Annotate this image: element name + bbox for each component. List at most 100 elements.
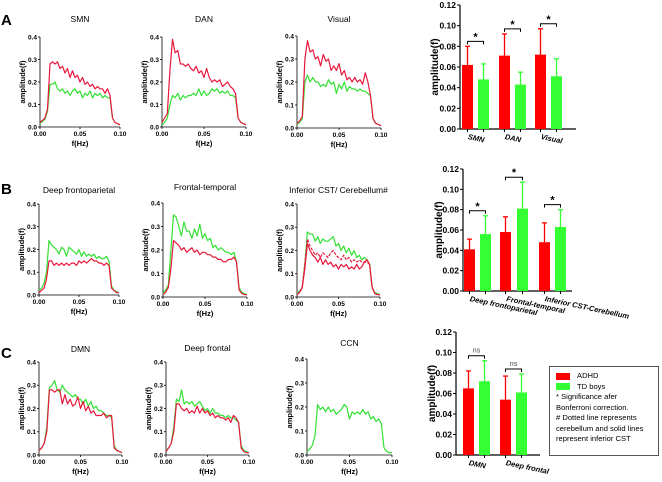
- category-label: SMN: [467, 132, 486, 144]
- chart-b-bar: 0.00 0.02 0.04 0.06 0.08 0.10 0.12 amplitude(f)…: [434, 164, 630, 321]
- chart-b-inferiorcst-cerebellum: Inferior CST/ Cerebellum# 0.0 0.1 0.2 0.3 0.4…: [275, 185, 388, 318]
- y-tick-label: 0.10: [439, 21, 456, 31]
- x-axis-label: f(Hz): [330, 309, 347, 318]
- x-tick-label: 0.00: [291, 301, 304, 308]
- chart-b-frontaltemporal: Frontal-temporal 0.0 0.1 0.2 0.3 0.4 0.00 0.05 0…: [141, 182, 254, 318]
- y-tick-label: 0.02: [439, 103, 456, 113]
- y-tick-label: 0.10: [442, 184, 459, 194]
- x-axis-label: f(Hz): [341, 467, 358, 476]
- y-tick-label: 0.3: [285, 225, 294, 232]
- chart-title: DAN: [195, 14, 213, 24]
- x-tick-label: 0.00: [33, 299, 46, 306]
- y-tick-label: 0.08: [442, 205, 459, 215]
- y-tick-label: 0.1: [295, 428, 304, 435]
- legend-item-adhd: ADHD: [556, 371, 654, 382]
- y-tick-label: 0.4: [154, 359, 163, 366]
- x-tick-label: 0.00: [301, 459, 314, 466]
- significance-bracket: [504, 28, 521, 32]
- x-tick-label: 0.05: [201, 459, 214, 466]
- legend-note-4: cerebellum and solid lines: [556, 423, 644, 433]
- x-tick-label: 0.10: [375, 132, 388, 139]
- series-line-td-boys: [161, 88, 247, 126]
- legend-note-2: Bonferroni correction.: [556, 402, 629, 412]
- legend: ADHD TD boys * Significance afer Bonferr…: [549, 366, 659, 456]
- chart-a-visual: Visual 0.0 0.1 0.2 0.3 0.4 0.00 0.05 0.10 f(Hz) am…: [275, 14, 388, 149]
- significance-bracket: [544, 204, 561, 208]
- significance-bracket: [469, 210, 486, 214]
- series-line-adhd: [296, 39, 382, 127]
- category-label: DAN: [504, 132, 522, 144]
- significance-label: *: [510, 19, 515, 31]
- y-tick-label: 0.0: [285, 125, 294, 132]
- y-tick-label: 0.02: [442, 266, 459, 276]
- significance-bracket: [505, 368, 522, 373]
- x-tick-label: 0.05: [332, 301, 345, 308]
- significance-bracket: [540, 23, 557, 27]
- bar-td: [478, 79, 489, 129]
- significance-label: ns: [473, 348, 481, 355]
- y-tick-label: 0.4: [295, 356, 304, 363]
- significance-bracket: [467, 40, 484, 45]
- significance-label: ns: [510, 361, 518, 368]
- y-tick-label: 0.4: [150, 34, 159, 41]
- x-tick-label: 0.10: [113, 299, 126, 306]
- series-line-adhd: [161, 38, 247, 126]
- y-axis-label: amplitude(f): [275, 229, 284, 272]
- series-line-td-boys: [38, 380, 123, 454]
- x-tick-label: 0.05: [198, 131, 211, 138]
- x-axis-label: f(Hz): [196, 139, 213, 148]
- series-line-td-boys: [296, 74, 382, 127]
- y-axis-label: amplitude(f): [285, 385, 294, 428]
- y-tick-label: 0.12: [435, 327, 452, 337]
- y-tick-label: 0.0: [27, 452, 36, 459]
- y-axis-label: amplitude(f): [17, 387, 26, 430]
- y-tick-label: 0.2: [150, 79, 159, 86]
- series-line-adhd-cerebellum: [296, 238, 380, 296]
- y-tick-label: 0.2: [27, 247, 36, 254]
- chart-title: Inferior CST/ Cerebellum#: [289, 185, 388, 195]
- series-line-adhd: [162, 240, 247, 296]
- y-tick-label: 0.3: [151, 224, 160, 231]
- y-tick-label: 0.0: [295, 452, 304, 459]
- x-tick-label: 0.05: [199, 301, 212, 308]
- y-tick-label: 0.12: [442, 164, 459, 174]
- x-axis-label: f(Hz): [71, 307, 88, 316]
- y-tick-label: 0.06: [435, 389, 452, 399]
- y-tick-label: 0.2: [151, 247, 160, 254]
- legend-item-td: TD boys: [556, 382, 654, 393]
- x-tick-label: 0.00: [157, 301, 170, 308]
- bar-adhd: [463, 388, 474, 455]
- significance-label: *: [475, 201, 480, 213]
- y-tick-label: 0.2: [27, 406, 36, 413]
- series-line-td-boys: [165, 389, 250, 454]
- bar-td: [555, 226, 566, 291]
- y-tick-label: 0.10: [435, 348, 452, 358]
- chart-c-bar: 0.00 0.02 0.04 0.06 0.08 0.10 0.12 amplitude(f)…: [427, 327, 551, 476]
- bar-adhd: [500, 399, 511, 455]
- y-tick-label: 0.00: [435, 450, 452, 460]
- panel-letter-a: A: [1, 12, 12, 29]
- x-tick-label: 0.05: [74, 459, 87, 466]
- y-tick-label: 0.3: [28, 57, 37, 64]
- bar-adhd: [500, 232, 511, 291]
- y-tick-label: 0.08: [439, 41, 456, 51]
- chart-c-dmn: DMN 0.0 0.1 0.2 0.3 0.4 0.00 0.05 0.10 f(Hz) ampli…: [17, 344, 129, 476]
- y-tick-label: 0.08: [435, 368, 452, 378]
- series-line-td-boys: [39, 81, 121, 126]
- y-tick-label: 0.3: [295, 380, 304, 387]
- y-tick-label: 0.1: [285, 102, 294, 109]
- bar-td: [479, 381, 490, 455]
- y-tick-label: 0.4: [27, 201, 36, 208]
- chart-title: Frontal-temporal: [174, 182, 236, 192]
- panel-letter-c: C: [1, 345, 12, 362]
- y-tick-label: 0.3: [150, 57, 159, 64]
- y-tick-label: 0.04: [439, 83, 456, 93]
- series-line-adhd: [165, 403, 249, 454]
- y-tick-label: 0.4: [28, 34, 37, 41]
- y-axis-label: amplitude(f): [141, 228, 150, 271]
- legend-note-1: * Significance afer: [556, 392, 618, 401]
- y-axis-label: amplitude(f): [140, 60, 149, 103]
- y-tick-label: 0.12: [439, 0, 456, 10]
- y-tick-label: 0.04: [442, 245, 459, 255]
- legend-label-td: TD boys: [577, 381, 606, 391]
